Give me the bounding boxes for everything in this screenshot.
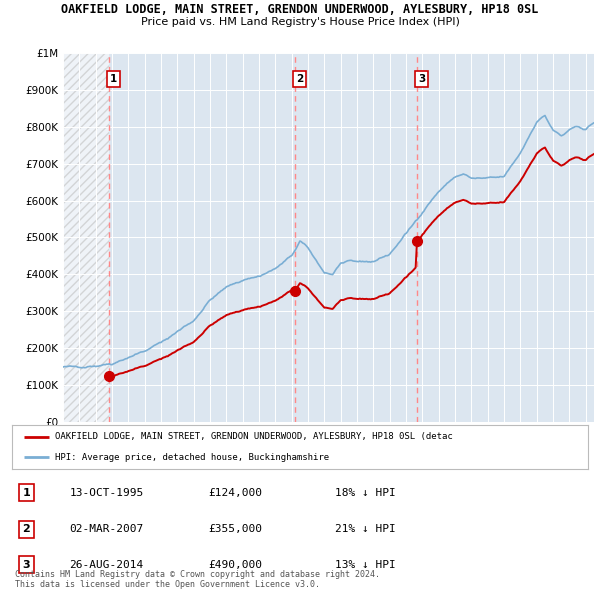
Text: 1: 1 xyxy=(110,74,117,84)
Text: 3: 3 xyxy=(23,560,30,569)
Text: 18% ↓ HPI: 18% ↓ HPI xyxy=(335,488,395,497)
Text: 1: 1 xyxy=(23,488,30,497)
Text: £490,000: £490,000 xyxy=(208,560,262,569)
Text: Contains HM Land Registry data © Crown copyright and database right 2024.
This d: Contains HM Land Registry data © Crown c… xyxy=(15,570,380,589)
Text: £355,000: £355,000 xyxy=(208,525,262,534)
Text: 13% ↓ HPI: 13% ↓ HPI xyxy=(335,560,395,569)
Text: £124,000: £124,000 xyxy=(208,488,262,497)
Text: 3: 3 xyxy=(418,74,425,84)
Text: 2: 2 xyxy=(296,74,303,84)
Text: 26-AUG-2014: 26-AUG-2014 xyxy=(70,560,144,569)
Text: 13-OCT-1995: 13-OCT-1995 xyxy=(70,488,144,497)
Text: OAKFIELD LODGE, MAIN STREET, GRENDON UNDERWOOD, AYLESBURY, HP18 0SL (detac: OAKFIELD LODGE, MAIN STREET, GRENDON UND… xyxy=(55,432,453,441)
Text: 2: 2 xyxy=(23,525,30,534)
Text: HPI: Average price, detached house, Buckinghamshire: HPI: Average price, detached house, Buck… xyxy=(55,453,329,461)
Text: OAKFIELD LODGE, MAIN STREET, GRENDON UNDERWOOD, AYLESBURY, HP18 0SL: OAKFIELD LODGE, MAIN STREET, GRENDON UND… xyxy=(61,3,539,16)
Text: Price paid vs. HM Land Registry's House Price Index (HPI): Price paid vs. HM Land Registry's House … xyxy=(140,17,460,27)
Text: 21% ↓ HPI: 21% ↓ HPI xyxy=(335,525,395,534)
Text: 02-MAR-2007: 02-MAR-2007 xyxy=(70,525,144,534)
